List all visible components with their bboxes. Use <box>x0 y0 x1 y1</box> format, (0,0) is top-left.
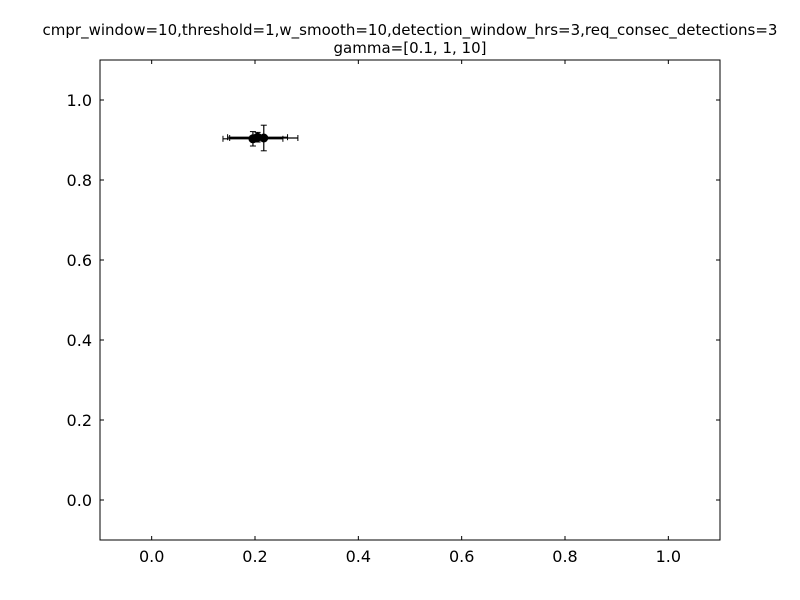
data-points <box>222 124 299 152</box>
point-marker <box>259 133 269 143</box>
y-tick-label: 0.6 <box>67 251 92 270</box>
y-tick-label: 0.8 <box>67 171 92 190</box>
x-tick-label: 0.6 <box>449 547 474 566</box>
x-tick-label: 0.2 <box>242 547 267 566</box>
y-tick-label: 0.2 <box>67 411 92 430</box>
y-tick-label: 0.4 <box>67 331 92 350</box>
x-tick-label: 0.0 <box>139 547 164 566</box>
x-tick-label: 0.4 <box>346 547 371 566</box>
x-tick-label: 0.8 <box>552 547 577 566</box>
x-tick-label: 1.0 <box>656 547 681 566</box>
data-point <box>222 131 284 147</box>
y-tick-label: 1.0 <box>67 91 92 110</box>
plot-area <box>99 59 721 541</box>
chart-subtitle: gamma=[0.1, 1, 10] <box>334 39 487 57</box>
data-point <box>229 124 299 152</box>
y-axis: 0.0 0.2 0.4 0.6 0.8 1.0 <box>67 91 720 510</box>
y-tick-label: 0.0 <box>67 491 92 510</box>
x-axis: 0.0 0.2 0.4 0.6 0.8 1.0 <box>139 60 681 566</box>
chart-title: cmpr_window=10,threshold=1,w_smooth=10,d… <box>43 21 778 40</box>
